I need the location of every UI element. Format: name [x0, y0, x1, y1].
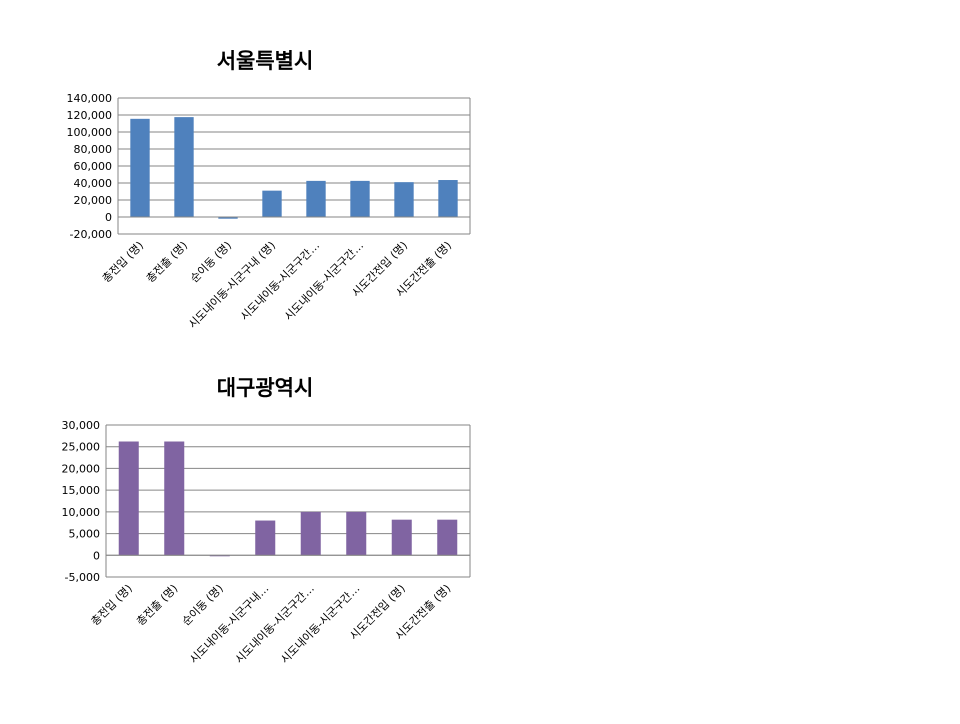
- y-tick-label: 60,000: [74, 160, 113, 173]
- bar-2: [174, 117, 194, 217]
- y-tick-label: 100,000: [67, 126, 113, 139]
- bar-7: [391, 519, 412, 556]
- bar-chart-seoul: 서울특별시 140,000 120,000 100,000 80,000 60,000 40…: [67, 49, 471, 331]
- bar-1: [130, 118, 150, 217]
- y-tick-label: 40,000: [74, 177, 113, 190]
- chart-title: 대구광역시: [217, 376, 314, 400]
- chart-panel-seoul: 서울특별시 140,000 120,000 100,000 80,000 60,000 40…: [0, 0, 480, 360]
- y-tick-label: 20,000: [74, 194, 113, 207]
- y-tick-label: 25,000: [62, 441, 101, 454]
- y-tick-label: 30,000: [62, 419, 101, 432]
- bar-chart-incheon: 인천광역시35,00030,00025,00020,00015,00010,00…: [14, 376, 421, 644]
- x-category-label: 총전출 (명): [144, 239, 190, 285]
- bar-3: [218, 217, 238, 219]
- y-tick-label: 5,000: [69, 528, 101, 541]
- bar-8: [437, 519, 458, 556]
- y-tick-label: 15,000: [62, 484, 101, 497]
- bar-5: [306, 180, 326, 217]
- bar-4: [262, 190, 282, 217]
- chart-panel-busan: 부산광역시45,00040,00035,00030,00025,00020,00…: [14, 0, 960, 360]
- x-category-label: 시도내이동-시군구간…: [278, 582, 362, 666]
- y-tick-label: -5,000: [65, 571, 100, 584]
- bar-6: [346, 511, 367, 556]
- x-category-label: 총전입 (명): [100, 239, 146, 285]
- x-category-label: 총전입 (명): [89, 582, 135, 628]
- y-tick-label: 0: [93, 549, 100, 562]
- bar-4: [255, 520, 276, 556]
- bar-2: [164, 441, 185, 556]
- chart-panel-daegu: 대구광역시 30,000 25,000 20,000 15,000 10,000 5,000…: [0, 360, 480, 720]
- bar-8: [438, 180, 458, 217]
- y-tick-label: 120,000: [67, 109, 113, 122]
- bar-chart-daegu: 대구광역시 30,000 25,000 20,000 15,000 10,000 5,000…: [62, 376, 471, 666]
- x-category-label: 순이동 (명): [188, 239, 234, 285]
- bar-5: [300, 511, 321, 556]
- x-category-label: 시도내이동-시군구내 (명): [186, 239, 278, 331]
- bar-6: [350, 180, 370, 217]
- bar-7: [394, 182, 414, 217]
- x-category-label: 시도내이동-시군구간…: [282, 239, 366, 323]
- x-category-label: 순이동 (명): [180, 582, 226, 628]
- y-tick-label: 20,000: [62, 462, 101, 475]
- chart-title: 서울특별시: [217, 49, 314, 73]
- bar-chart-busan: 부산광역시45,00040,00035,00030,00025,00020,00…: [14, 47, 421, 323]
- y-tick-label: -20,000: [70, 228, 112, 241]
- y-tick-label: 140,000: [67, 92, 113, 105]
- chart-panel-incheon: 인천광역시35,00030,00025,00020,00015,00010,00…: [14, 360, 960, 720]
- x-category-label: 총전출 (명): [134, 582, 180, 628]
- x-category-label: 시도내이동-시군구내…: [187, 582, 271, 666]
- x-category-label: 시도내이동-시군구간…: [238, 239, 322, 323]
- bar-1: [118, 441, 139, 556]
- x-category-label: 시도내이동-시군구간…: [233, 582, 317, 666]
- y-tick-label: 80,000: [74, 143, 113, 156]
- y-tick-label: 10,000: [62, 506, 101, 519]
- y-tick-label: 0: [105, 211, 112, 224]
